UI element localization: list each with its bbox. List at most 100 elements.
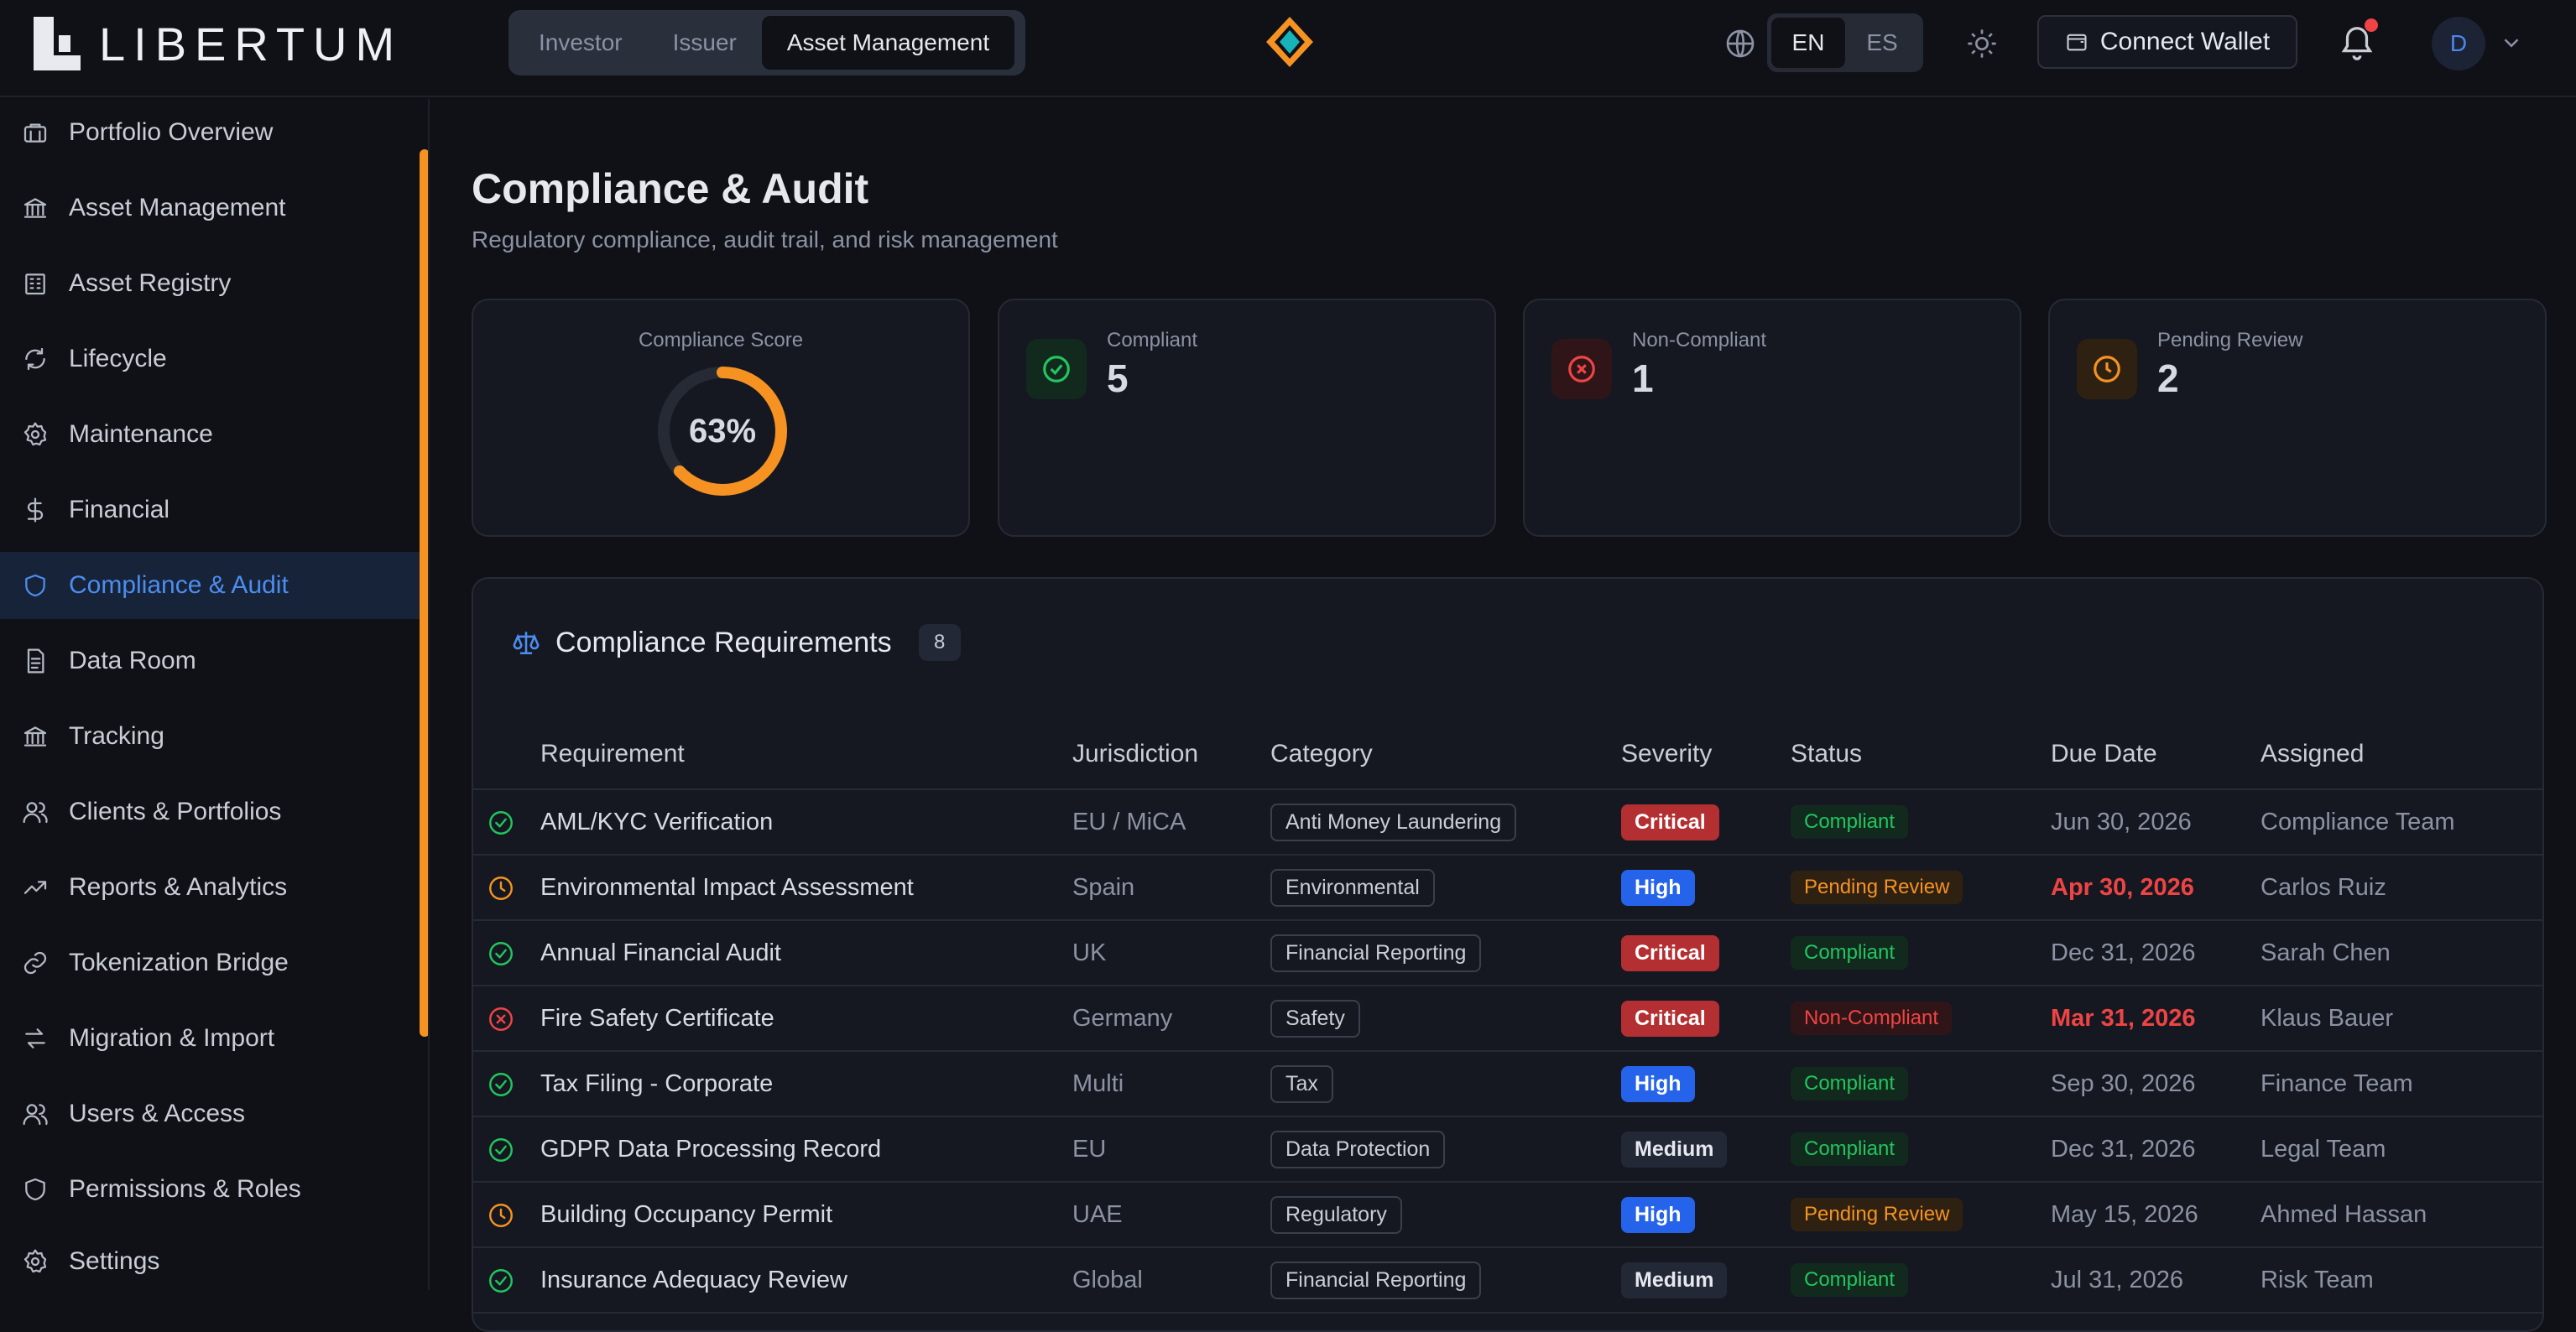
pending-label: Pending Review xyxy=(2157,329,2303,351)
status-badge: Compliant xyxy=(1791,1132,1909,1166)
role-tab-asset-management[interactable]: Asset Management xyxy=(761,16,1015,70)
role-tab-investor[interactable]: Investor xyxy=(539,29,623,55)
col-header-requirement[interactable]: Requirement xyxy=(540,740,685,767)
sidebar-item-clients-and-portfolios[interactable]: Clients & Portfolios xyxy=(0,778,420,846)
lang-tab-en[interactable]: EN xyxy=(1771,18,1845,68)
category-pill: Regulatory xyxy=(1270,1195,1402,1234)
role-tab-issuer[interactable]: Issuer xyxy=(672,29,737,55)
requirement-name: Insurance Adequacy Review xyxy=(540,1266,847,1293)
language-switcher: EN ES xyxy=(1767,13,1923,72)
col-header-status[interactable]: Status xyxy=(1791,740,1863,767)
severity-badge: Medium xyxy=(1621,1131,1728,1168)
category-pill: Safety xyxy=(1270,999,1360,1038)
sidebar-item-label: Tracking xyxy=(69,722,164,750)
check-circle-icon xyxy=(489,1138,513,1162)
col-header-category[interactable]: Category xyxy=(1270,740,1373,767)
col-header-assigned[interactable]: Assigned xyxy=(2261,740,2365,767)
check-circle-icon xyxy=(489,811,513,835)
link-icon xyxy=(23,951,47,975)
sidebar-item-migration-and-import[interactable]: Migration & Import xyxy=(0,1005,420,1072)
sidebar-item-users-and-access[interactable]: Users & Access xyxy=(0,1080,420,1147)
clock-icon xyxy=(489,877,513,900)
sidebar-item-lifecycle[interactable]: Lifecycle xyxy=(0,325,420,393)
refresh-icon xyxy=(25,347,45,371)
notifications-bell-icon[interactable] xyxy=(2338,22,2376,64)
compliance-score-ring xyxy=(658,367,787,496)
severity-badge: Critical xyxy=(1621,1000,1719,1037)
sidebar-item-tracking[interactable]: Tracking xyxy=(0,703,420,770)
assigned-to: Risk Team xyxy=(2261,1266,2374,1293)
status-badge: Pending Review xyxy=(1791,871,1963,904)
connect-wallet-button[interactable]: Connect Wallet xyxy=(2037,15,2297,69)
sidebar-item-label: Data Room xyxy=(69,647,196,674)
sidebar-item-label: Settings xyxy=(69,1247,160,1275)
check-circle-icon xyxy=(489,942,513,965)
col-header-due-date[interactable]: Due Date xyxy=(2051,740,2157,767)
sidebar-item-compliance-and-audit[interactable]: Compliance & Audit xyxy=(0,552,420,619)
trending-up-icon xyxy=(23,881,47,894)
requirement-name: Environmental Impact Assessment xyxy=(540,873,914,901)
wallet-icon xyxy=(2067,34,2087,51)
sidebar-item-tokenization-bridge[interactable]: Tokenization Bridge xyxy=(0,929,420,996)
requirement-name: Annual Financial Audit xyxy=(540,939,781,966)
user-avatar[interactable]: D xyxy=(2432,17,2485,70)
compliance-requirements-card: Compliance Requirements 8 Requirement Ju… xyxy=(472,577,2544,1332)
requirements-count-badge: 8 xyxy=(918,624,961,661)
sidebar-item-portfolio-overview[interactable]: Portfolio Overview xyxy=(0,99,420,166)
clock-icon xyxy=(489,1204,513,1227)
briefcase-icon xyxy=(23,123,47,143)
table-header-divider xyxy=(473,788,2542,790)
category-pill: Anti Money Laundering xyxy=(1270,803,1517,841)
swap-icon xyxy=(25,1028,45,1048)
table-row[interactable]: GDPR Data Processing Record EU Data Protec… xyxy=(473,1117,2542,1183)
app-diamond-logo-icon[interactable] xyxy=(1263,15,1317,69)
col-header-severity[interactable]: Severity xyxy=(1621,740,1713,767)
assigned-to: Ahmed Hassan xyxy=(2261,1200,2427,1228)
table-row[interactable]: Building Occupancy Permit UAE Regulatory Hi… xyxy=(473,1183,2542,1248)
table-row[interactable]: Tax Filing - Corporate Multi Tax High Compli… xyxy=(473,1052,2542,1117)
users-icon xyxy=(23,802,48,824)
lang-tab-es[interactable]: ES xyxy=(1866,29,1898,55)
due-date: Jul 31, 2026 xyxy=(2051,1266,2184,1293)
bank-icon xyxy=(23,726,47,747)
requirement-name: GDPR Data Processing Record xyxy=(540,1135,882,1163)
severity-badge: Critical xyxy=(1621,804,1719,840)
check-circle-icon xyxy=(489,1269,513,1293)
libertum-logo-icon xyxy=(34,17,81,70)
check-circle-icon xyxy=(1043,356,1070,382)
sidebar-item-label: Migration & Import xyxy=(69,1024,275,1052)
compliance-score-value: 63% xyxy=(688,412,757,450)
theme-toggle-sun-icon[interactable] xyxy=(1965,27,1999,60)
chevron-down-icon[interactable] xyxy=(2499,30,2524,55)
requirement-name: AML/KYC Verification xyxy=(540,808,774,835)
sidebar-item-permissions-and-roles[interactable]: Permissions & Roles xyxy=(0,1156,420,1223)
table-row[interactable]: Annual Financial Audit UK Financial Report… xyxy=(473,921,2542,986)
check-circle-icon xyxy=(489,1073,513,1096)
status-badge: Compliant xyxy=(1791,936,1909,970)
col-header-jurisdiction[interactable]: Jurisdiction xyxy=(1072,740,1199,767)
scale-icon xyxy=(513,632,540,655)
sidebar-item-financial[interactable]: Financial xyxy=(0,476,420,544)
table-row[interactable]: Fire Safety Certificate Germany Safety Crit… xyxy=(473,986,2542,1052)
globe-icon xyxy=(1726,29,1755,58)
sidebar-item-reports-and-analytics[interactable]: Reports & Analytics xyxy=(0,854,420,921)
sidebar-item-asset-management[interactable]: Asset Management xyxy=(0,174,420,242)
compliance-score-label: Compliance Score xyxy=(638,329,804,351)
table-row[interactable]: Insurance Adequacy Review Global Financial… xyxy=(473,1248,2542,1314)
compliant-label: Compliant xyxy=(1107,329,1198,351)
sidebar-item-asset-registry[interactable]: Asset Registry xyxy=(0,250,420,317)
sidebar-item-settings[interactable]: Settings xyxy=(0,1228,420,1290)
sidebar-item-maintenance[interactable]: Maintenance xyxy=(0,401,420,468)
assigned-to: Legal Team xyxy=(2261,1135,2386,1163)
sidebar-scrollbar[interactable] xyxy=(420,149,428,1037)
sidebar-item-data-room[interactable]: Data Room xyxy=(0,627,420,695)
noncompliant-icon-wrap xyxy=(1551,339,1612,399)
severity-badge: Critical xyxy=(1621,934,1719,971)
table-row[interactable]: Environmental Impact Assessment Spain Envi… xyxy=(473,856,2542,921)
gear-icon xyxy=(23,422,47,446)
due-date: Dec 31, 2026 xyxy=(2051,1135,2196,1163)
notification-badge xyxy=(2365,18,2378,32)
brand-logo[interactable]: LIBERTUM xyxy=(34,15,403,72)
table-row[interactable]: AML/KYC Verification EU / MiCA Anti Money … xyxy=(473,790,2542,856)
requirement-name: Fire Safety Certificate xyxy=(540,1004,774,1032)
